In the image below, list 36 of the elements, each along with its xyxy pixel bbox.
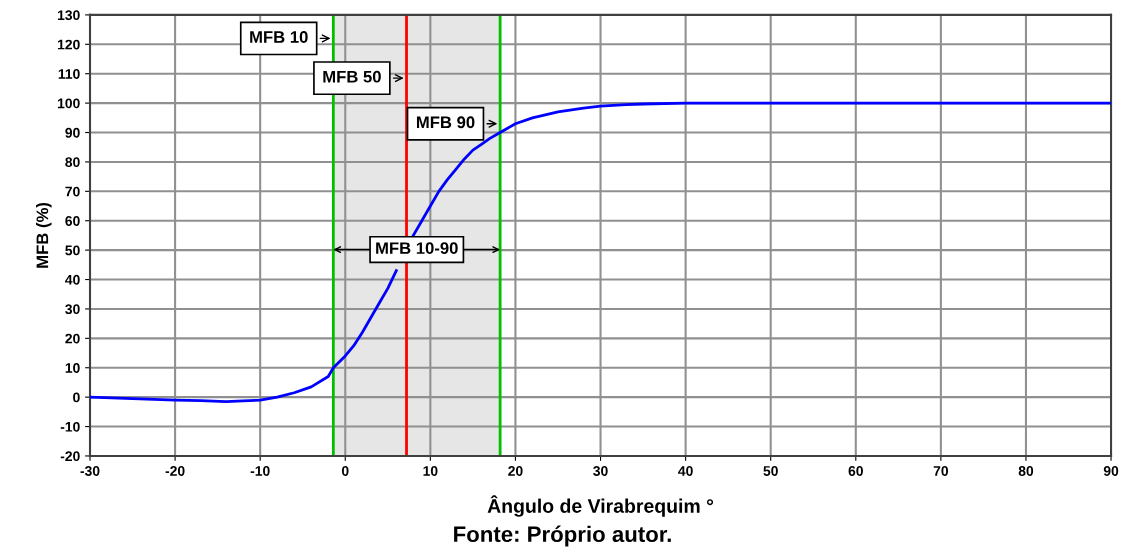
- annotation: MFB 10: [250, 31, 308, 43]
- x-tick-label: 80: [1018, 466, 1034, 476]
- y-tick-label: 50: [65, 245, 80, 256]
- y-tick-label: 40: [65, 274, 80, 285]
- x-axis-title: Ângulo de Virabrequim °: [487, 495, 714, 517]
- annotation: MFB 50: [323, 70, 381, 83]
- y-tick-label: 90: [65, 127, 80, 138]
- x-tick-label: 40: [678, 466, 693, 476]
- y-tick-label: 100: [57, 98, 80, 109]
- y-axis-title: MFB (%): [36, 202, 52, 268]
- x-tick-label: 90: [1103, 466, 1119, 476]
- x-tick-label: -10: [250, 466, 270, 476]
- x-tick-label: -20: [165, 466, 185, 476]
- x-tick-label: 20: [508, 466, 523, 476]
- y-tick-label: 10: [65, 363, 80, 373]
- x-tick-label: 60: [848, 466, 863, 476]
- y-tick-label: 60: [65, 216, 80, 226]
- x-tick-label: 30: [593, 466, 608, 476]
- annotation: MFB 90: [416, 116, 475, 129]
- x-tick-label: 70: [933, 466, 949, 476]
- y-tick-label: 110: [58, 69, 80, 79]
- y-tick-label: 130: [57, 10, 80, 21]
- x-tick-label: 10: [423, 466, 438, 476]
- y-tick-label: 80: [65, 157, 80, 168]
- x-tick-label: -30: [80, 466, 100, 476]
- y-tick-label: 30: [65, 304, 80, 315]
- y-tick-label: -20: [60, 451, 80, 462]
- band-label: MFB 10-90: [376, 242, 458, 255]
- y-tick-label: -10: [60, 421, 80, 432]
- y-tick-label: 0: [73, 392, 80, 403]
- y-tick-label: 70: [65, 186, 80, 197]
- source-note: Fonte: Próprio autor.: [454, 525, 671, 547]
- y-tick-label: 120: [57, 39, 80, 50]
- y-tick-label: 20: [65, 333, 80, 344]
- x-tick-label: 0: [341, 466, 349, 476]
- x-tick-label: 50: [763, 466, 778, 476]
